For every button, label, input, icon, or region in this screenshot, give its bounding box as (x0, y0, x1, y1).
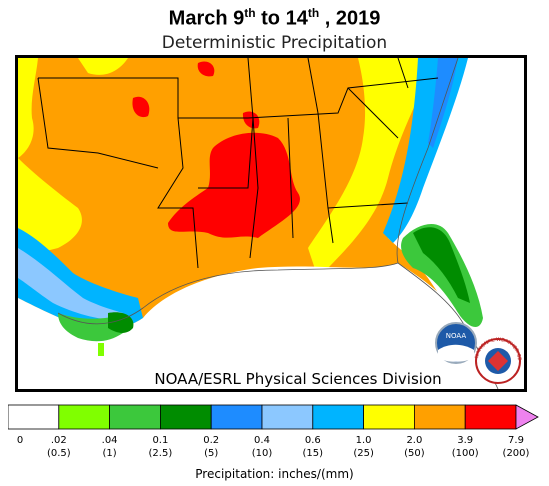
map-state-borders (37, 58, 439, 269)
border-texas-east (157, 117, 199, 269)
page-title: March 9th to 14th , 2019 (0, 6, 549, 31)
precipitation-map: NOAA NATIONAL WEATHER SERVICE NOAA/ESRL … (15, 55, 527, 392)
colorbar-bin-6 (312, 404, 364, 430)
colorbar-tick-label: 0.2 (5) (191, 434, 231, 460)
colorbar-bin-4 (210, 404, 263, 430)
border-tennessee (247, 77, 439, 119)
coastline-gulf (57, 262, 499, 389)
colorbar-bin-7 (363, 404, 415, 430)
colorbar-tick-label: .04 (1) (90, 434, 130, 460)
border-kentucky (307, 58, 319, 114)
colorbar-bin-0 (7, 404, 60, 430)
title-year: , 2019 (319, 7, 381, 30)
tick-inch: 7.9 (508, 435, 524, 446)
colorbar-bin-10 (515, 404, 539, 430)
map-texas-lightgreen (98, 343, 104, 356)
credit-text: NOAA/ESRL Physical Sciences Division (154, 370, 442, 388)
tick-mm: (0.5) (46, 448, 71, 459)
border-florida-north (327, 202, 409, 209)
map-yellow-east (308, 58, 438, 278)
colorbar-tick-label: 0 (0, 434, 40, 447)
tick-mm: (15) (302, 448, 324, 459)
border-carolinas (347, 87, 399, 139)
tick-inch: 0 (16, 435, 24, 446)
map-red-spot-1 (132, 96, 150, 118)
tick-mm: (25) (353, 448, 374, 459)
colorbar-tick-label: .02 (0.5) (39, 434, 79, 460)
tick-inch: 2.0 (406, 435, 423, 446)
svg-text:NOAA: NOAA (446, 332, 467, 340)
colorbar-title: Precipitation: inches/(mm) (195, 467, 354, 481)
tick-inch: 0.2 (203, 435, 220, 446)
colorbar-tick-label: 0.1 (2.5) (140, 434, 180, 460)
colorbar-bin-9 (464, 404, 517, 430)
map-canvas: NOAA NATIONAL WEATHER SERVICE (18, 58, 524, 389)
border-texas-panhandle (37, 77, 159, 169)
map-yellow-north (78, 58, 128, 75)
tick-inch: 1.0 (355, 435, 372, 446)
border-virginia (397, 58, 409, 89)
tick-mm: (5) (204, 448, 219, 459)
tick-inch: 0.6 (304, 435, 321, 446)
colorbar-bin-1 (58, 404, 110, 430)
map-red-spot-3 (197, 61, 215, 77)
map-florida-dark-green (413, 227, 470, 303)
tick-inch: 0.1 (152, 435, 169, 446)
border-mississippi-west (249, 117, 259, 259)
tick-inch: .02 (50, 435, 67, 446)
tick-mm: (100) (451, 448, 479, 459)
tick-mm: (10) (251, 448, 273, 459)
map-gulf-blank (18, 263, 498, 389)
colorbar-bins (7, 404, 539, 430)
page-subtitle: Deterministic Precipitation (161, 33, 388, 53)
border-arkansas (198, 117, 254, 189)
tick-inch: 3.9 (457, 435, 474, 446)
colorbar (7, 404, 548, 434)
map-red-spot-2 (242, 111, 260, 129)
colorbar-bin-8 (413, 404, 466, 430)
noaa-logo: NOAA (435, 322, 477, 364)
map-coastline (57, 58, 499, 389)
border-missouri (247, 58, 254, 119)
border-alabama-west (287, 117, 294, 239)
tick-mm: (1) (102, 448, 117, 459)
title-date-end: to 14 (255, 7, 308, 30)
map-yellow-southwest (18, 158, 82, 258)
title-ordinal-2: th (307, 6, 320, 20)
colorbar-tick-label: 3.9 (100) (445, 434, 485, 460)
map-yellow-west (18, 58, 38, 158)
title-date-start: March 9 (168, 7, 245, 30)
colorbar-tick-label: 7.9 (200) (496, 434, 536, 460)
colorbar-bin-5 (261, 404, 314, 430)
colorbar-tick-label: 0.4 (10) (242, 434, 282, 460)
title-ordinal-1: th (244, 6, 256, 20)
colorbar-tick-label: 0.6 (15) (293, 434, 333, 460)
colorbar-tick-label: 1.0 (25) (344, 434, 384, 460)
map-blue-texas (18, 228, 143, 330)
border-oklahoma-kansas (38, 77, 248, 119)
tick-inch: .04 (101, 435, 118, 446)
colorbar-tick-label: 2.0 (50) (394, 434, 434, 460)
tick-inch: 0.4 (254, 435, 270, 446)
coastline-atlantic (396, 58, 459, 264)
colorbar-bin-3 (159, 404, 212, 430)
tick-mm: (50) (404, 448, 425, 459)
map-red-core (168, 132, 300, 238)
colorbar-bin-2 (109, 404, 161, 430)
tick-mm: (200) (502, 448, 530, 459)
tick-mm: (2.5) (148, 448, 173, 459)
